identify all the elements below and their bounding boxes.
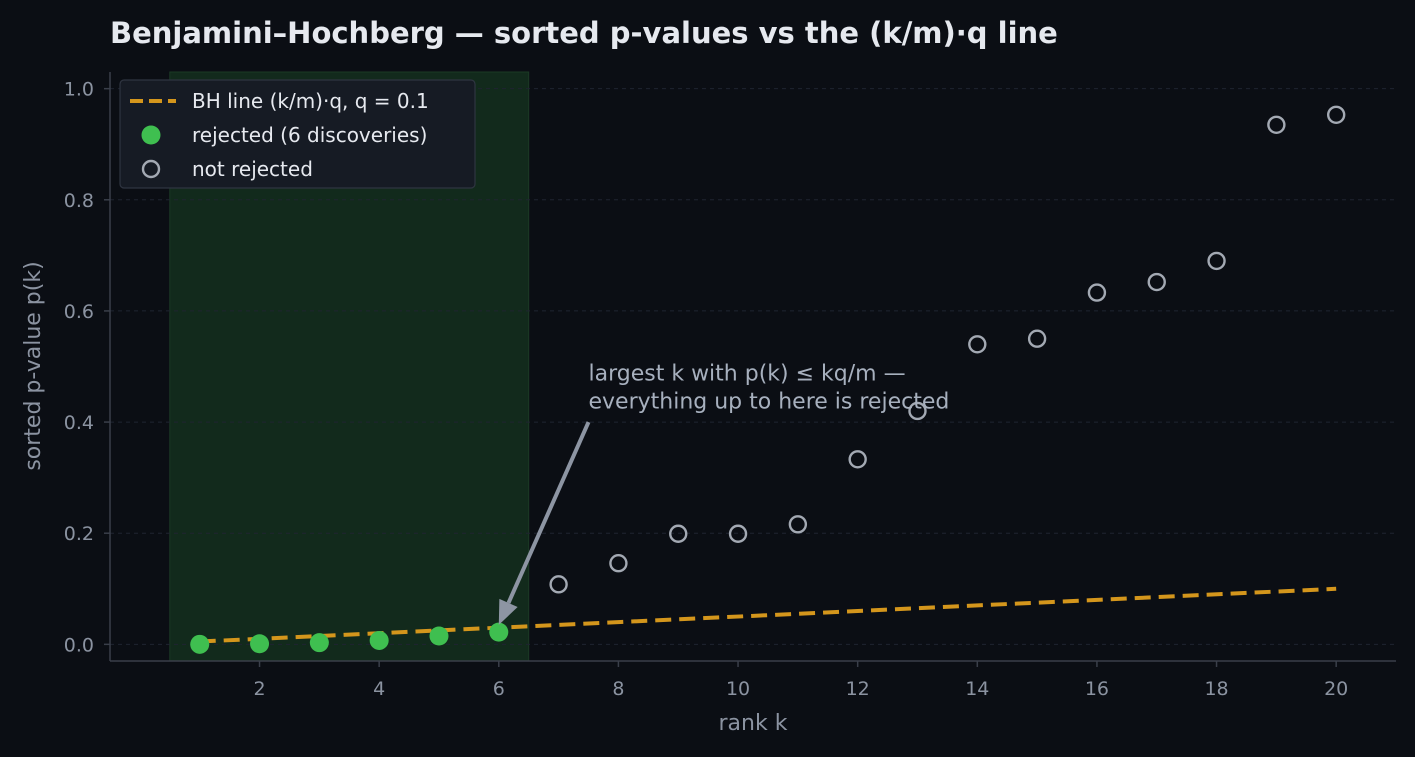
x-tick-label: 8	[612, 678, 624, 700]
point-rejected	[429, 626, 449, 646]
x-tick-label: 12	[846, 678, 870, 700]
point-not-rejected	[669, 524, 688, 543]
x-tick-label: 10	[726, 678, 750, 700]
point-not-rejected	[968, 335, 987, 354]
y-axis-label: sorted p-value p(k)	[21, 261, 46, 470]
y-tick-label: 0.4	[64, 412, 94, 434]
point-rejected	[369, 630, 389, 650]
annotation-line: everything up to here is rejected	[589, 389, 950, 414]
annotation-line: largest k with p(k) ≤ kq/m —	[589, 361, 906, 386]
point-rejected	[489, 622, 509, 642]
point-not-rejected	[1027, 329, 1047, 348]
legend-label: rejected (6 discoveries)	[192, 123, 427, 147]
point-not-rejected	[848, 450, 867, 469]
point-not-rejected	[1326, 105, 1346, 124]
axes	[109, 72, 1396, 662]
y-ticks: 0.0 0.2 0.4 0.6 0.8 1.0	[64, 79, 110, 656]
y-tick-label: 0.8	[64, 190, 94, 212]
point-not-rejected	[1207, 251, 1226, 271]
point-not-rejected	[1267, 115, 1286, 134]
gridlines	[110, 88, 1396, 645]
legend-swatch-rejected	[141, 125, 161, 145]
x-tick-label: 6	[493, 678, 505, 700]
annotation: largest k with p(k) ≤ kq/m — everything u…	[498, 361, 950, 625]
x-ticks: 2 4 6 8 10 12 14 16 18 20	[253, 661, 1348, 700]
y-tick-label: 1.0	[64, 79, 94, 101]
point-not-rejected	[549, 575, 568, 594]
y-tick-label: 0.6	[64, 301, 94, 323]
y-tick-label: 0.0	[64, 634, 94, 656]
x-axis-label: rank k	[719, 711, 788, 736]
point-not-rejected	[788, 515, 808, 534]
point-rejected	[309, 633, 329, 653]
annotation-text: largest k with p(k) ≤ kq/m — everything u…	[589, 361, 950, 414]
point-not-rejected	[1147, 272, 1166, 292]
point-not-rejected	[728, 524, 748, 543]
bh-line	[199, 586, 1337, 644]
x-tick-label: 20	[1324, 678, 1348, 700]
legend-label: not rejected	[192, 157, 313, 181]
x-tick-label: 18	[1204, 678, 1228, 700]
point-not-rejected	[1087, 283, 1107, 302]
legend-swatch-not-rejected	[141, 159, 161, 179]
point-rejected	[190, 634, 210, 654]
x-tick-label: 16	[1085, 678, 1109, 700]
legend-box	[119, 79, 476, 189]
annotation-arrow-shaft	[506, 421, 591, 604]
x-tick-label: 2	[253, 678, 265, 700]
point-not-rejected	[609, 554, 628, 573]
legend-label: BH line (k/m)·q, q = 0.1	[192, 89, 429, 113]
x-tick-label: 14	[965, 678, 989, 700]
point-rejected	[250, 634, 270, 654]
x-tick-label: 4	[373, 678, 385, 700]
chart-title: Benjamini–Hochberg — sorted p-values vs …	[110, 16, 1058, 50]
annotation-arrowhead	[498, 598, 518, 625]
legend: BH line (k/m)·q, q = 0.1 rejected (6 disc…	[119, 79, 476, 189]
series-layer	[190, 105, 1346, 654]
y-tick-label: 0.2	[64, 523, 94, 545]
point-not-rejected	[908, 401, 927, 421]
